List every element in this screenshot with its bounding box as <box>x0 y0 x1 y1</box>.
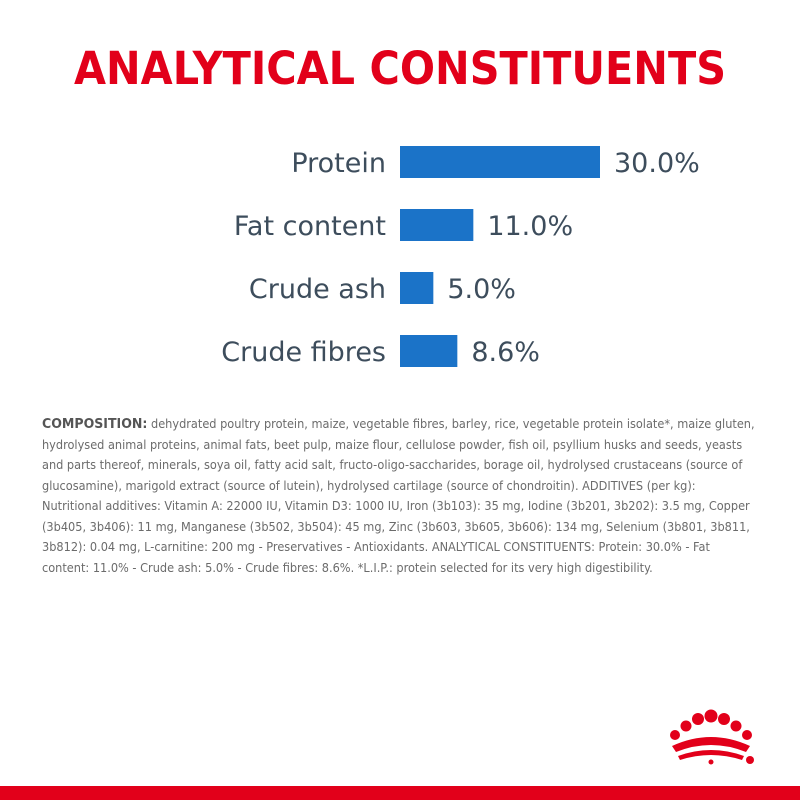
category-label: Crude ash <box>249 274 386 305</box>
bottom-brand-band <box>0 786 800 800</box>
value-label: 8.6% <box>471 337 540 368</box>
composition-label: COMPOSITION: <box>42 416 148 432</box>
composition-text: COMPOSITION: dehydrated poultry protein,… <box>42 414 758 578</box>
bar <box>400 272 434 304</box>
bar <box>400 209 474 241</box>
page-title: ANALYTICAL CONSTITUENTS <box>73 42 727 95</box>
category-label: Crude fibres <box>221 337 386 368</box>
value-label: 11.0% <box>487 211 573 242</box>
crown-icon <box>670 709 754 765</box>
value-label: 30.0% <box>614 148 700 179</box>
bar <box>400 146 600 178</box>
category-label: Fat content <box>234 211 386 242</box>
bar <box>400 335 458 367</box>
category-label: Protein <box>291 148 386 179</box>
constituents-bar-chart: Protein 30.0% Fat content 11.0% Crude ash 5.0… <box>221 146 700 368</box>
composition-body: dehydrated poultry protein, maize, veget… <box>42 417 755 575</box>
value-label: 5.0% <box>447 274 516 305</box>
